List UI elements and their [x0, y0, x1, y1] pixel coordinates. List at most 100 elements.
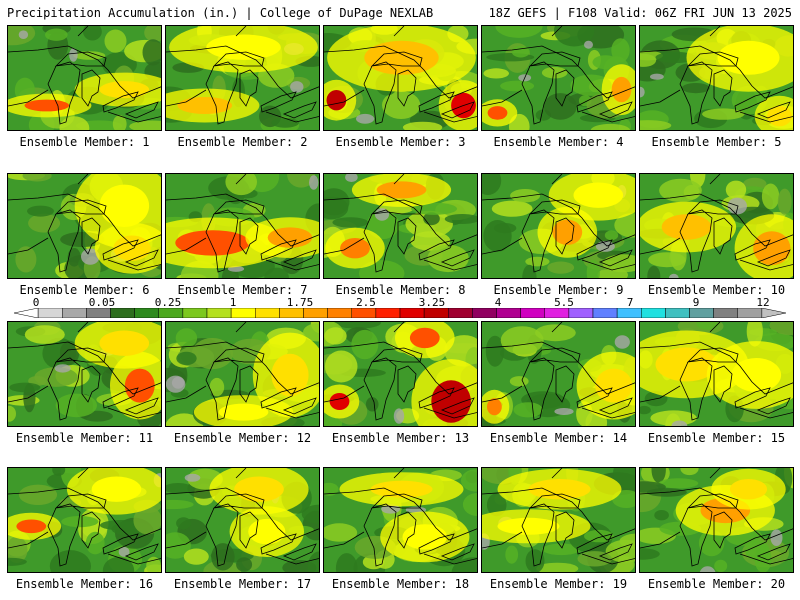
precip-blob — [651, 468, 666, 483]
precip-blob — [307, 551, 319, 572]
ensemble-member-map — [481, 467, 636, 573]
precip-blob — [586, 259, 600, 278]
trace-precip-patch — [356, 113, 375, 124]
colorbar-tick-label: 9 — [692, 296, 700, 309]
great-lakes-outline — [47, 493, 159, 567]
precip-blob — [366, 210, 400, 240]
ensemble-member-label: Ensemble Member: 5 — [651, 135, 782, 149]
trace-precip-patch — [699, 566, 716, 572]
precip-blob — [491, 200, 533, 217]
colorbar-swatch — [206, 308, 232, 318]
border-line — [640, 193, 793, 247]
precip-max-core — [326, 90, 347, 111]
precip-blob — [45, 28, 68, 41]
precip-field — [482, 26, 635, 130]
precip-blob — [287, 174, 316, 188]
precip-max-core — [234, 476, 284, 502]
colorbar-swatch — [86, 308, 111, 318]
precip-blob — [761, 183, 780, 210]
colorbar-swatch — [62, 308, 87, 318]
precip-field — [640, 468, 793, 572]
precip-max-core — [409, 327, 440, 349]
ensemble-member-map — [639, 321, 794, 427]
trace-precip-patch — [166, 375, 186, 393]
ensemble-member-label: Ensemble Member: 7 — [177, 283, 308, 297]
precip-blob — [133, 506, 161, 535]
border-line — [166, 487, 319, 541]
precip-max-core — [99, 184, 150, 227]
precip-blob — [324, 523, 358, 542]
precip-blob — [714, 559, 728, 572]
great-lakes-outline — [679, 347, 791, 421]
ensemble-member-label: Ensemble Member: 15 — [647, 431, 786, 445]
coastline — [482, 468, 635, 565]
border-line — [324, 193, 477, 247]
precip-blob — [324, 196, 349, 220]
precip-blob — [24, 325, 65, 344]
ensemble-member-map — [165, 321, 320, 427]
border-line — [640, 45, 793, 99]
trace-precip-patch — [345, 174, 358, 182]
precip-blob — [236, 557, 253, 572]
precip-blob — [59, 116, 90, 130]
precip-blob — [462, 493, 477, 516]
precip-max-core — [370, 480, 433, 498]
coastline — [640, 26, 793, 123]
precip-blob — [535, 324, 576, 342]
coastline — [482, 174, 635, 271]
great-lakes-outline — [363, 347, 475, 421]
colorbar-swatch — [351, 308, 377, 318]
coastline — [324, 468, 477, 565]
precip-blob — [681, 83, 710, 94]
run-valid-time: 18Z GEFS | F108 Valid: 06Z FRI JUN 13 20… — [488, 6, 792, 20]
ensemble-member-map — [323, 173, 478, 279]
precip-blob — [83, 26, 102, 41]
colorbar-swatch — [520, 308, 546, 318]
precip-blob — [15, 246, 37, 273]
great-lakes-outline — [363, 51, 475, 125]
border-line — [324, 487, 477, 541]
colorbar-swatch — [134, 308, 160, 318]
colorbar-swatch — [255, 308, 280, 318]
precip-field — [324, 26, 477, 130]
colorbar-swatch — [713, 308, 739, 318]
colorbar-swatch — [496, 308, 521, 318]
great-lakes-outline — [363, 493, 475, 567]
great-lakes-outline — [679, 493, 791, 567]
precip-blob — [334, 322, 381, 329]
precip-blob — [451, 557, 477, 572]
colorbar-swatch — [327, 308, 353, 318]
precip-blob — [493, 223, 517, 234]
ensemble-member-map — [7, 173, 162, 279]
precip-max-core — [595, 368, 633, 403]
precip-max-core — [573, 182, 624, 208]
ensemble-member-map — [639, 467, 794, 573]
precip-max-core — [552, 219, 583, 245]
colorbar-swatch — [37, 308, 63, 318]
colorbar-swatch — [375, 308, 401, 318]
precip-max-core — [364, 40, 439, 75]
great-lakes-outline — [47, 51, 159, 125]
colorbar-tick-label: 0.05 — [88, 296, 116, 309]
ensemble-member-label: Ensemble Member: 2 — [177, 135, 308, 149]
precip-max-core — [177, 97, 233, 114]
trace-precip-patch — [668, 273, 679, 278]
colorbar-swatch — [689, 308, 714, 318]
precip-blob — [640, 548, 660, 560]
coastline — [640, 322, 793, 419]
precip-blob — [27, 205, 54, 217]
great-lakes-outline — [679, 199, 791, 273]
precip-field — [482, 468, 635, 572]
precip-blob — [658, 478, 699, 489]
precip-blob — [382, 91, 421, 119]
border-line — [166, 45, 319, 99]
border-line — [8, 487, 161, 541]
precip-blob — [324, 327, 347, 345]
precip-max-core — [717, 40, 780, 75]
ensemble-member-map — [7, 25, 162, 131]
colorbar-swatch — [616, 308, 642, 318]
coastline — [166, 174, 319, 271]
precip-blob — [525, 256, 550, 267]
great-lakes-outline — [205, 199, 317, 273]
precip-blob — [696, 322, 720, 330]
